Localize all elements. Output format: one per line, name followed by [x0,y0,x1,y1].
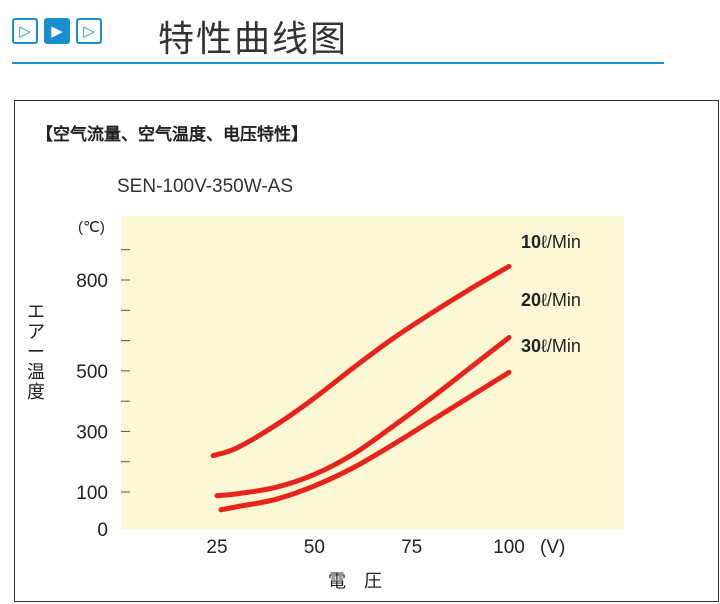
series-line-30 [218,369,512,513]
y-tick-label: 800 [76,271,108,292]
series-label-unit: ℓ/Min [541,290,581,310]
x-tick-label: 100 [493,537,525,558]
chart-panel-title: 【空气流量、空气温度、电压特性】 [36,125,308,145]
x-tick-label: 50 [304,537,325,558]
header-icons: ▷ ▶ ▷ [12,18,102,44]
series-label-10: 10ℓ/Min [521,232,581,252]
y-tick-label: 0 [97,520,108,541]
series-line-20 [214,335,512,499]
chevron-right-icon: ▷ [12,18,38,44]
series-label-20: 20ℓ/Min [521,290,581,310]
series-label-unit: ℓ/Min [541,232,581,252]
y-axis-title-char: エ [27,302,45,323]
y-axis-title-char: ー [27,342,45,363]
series-label-value: 30 [521,336,541,356]
x-tick-label: 75 [401,537,422,558]
series-label-value: 10 [521,232,541,252]
model-number: SEN-100V-350W-AS [117,176,294,197]
y-axis-title-char: 温 [27,362,45,383]
y-unit-label: (℃) [78,219,105,236]
series-label-value: 20 [521,290,541,310]
series-line-10 [210,263,512,459]
chevron-right-filled-icon: ▶ [44,18,70,44]
series-label-unit: ℓ/Min [541,336,581,356]
series-label-30: 30ℓ/Min [521,336,581,356]
header-divider [12,62,664,64]
plot-area [121,216,624,529]
y-tick-label: 500 [76,362,108,383]
x-tick-label: 25 [206,537,227,558]
x-unit-label: (V) [540,537,565,558]
y-axis-title-char: ア [27,322,45,343]
y-tick-label: 300 [76,422,108,443]
y-tick-label: 100 [76,483,108,504]
chevron-right-icon: ▷ [76,18,102,44]
x-axis-title: 電 圧 [328,571,382,592]
y-axis-title-char: 度 [27,382,45,403]
page-title: 特性曲线图 [158,19,349,60]
